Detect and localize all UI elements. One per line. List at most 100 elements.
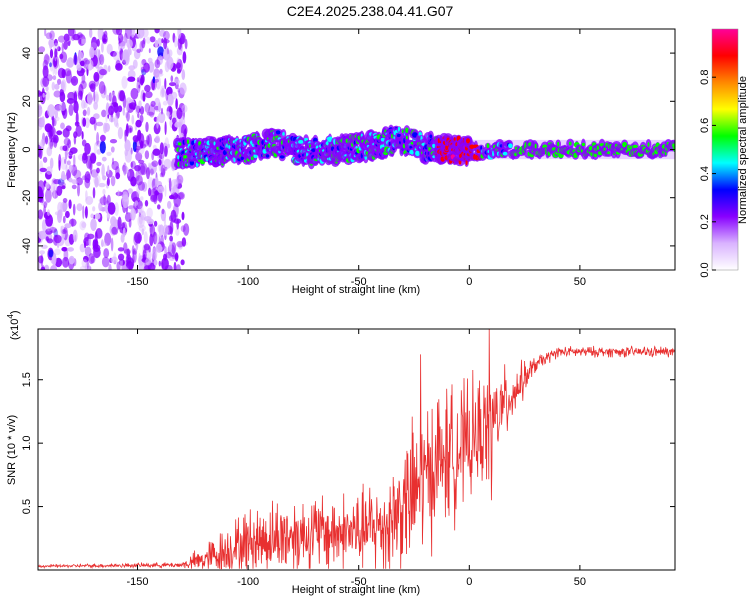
noise-blob bbox=[115, 172, 121, 180]
noise-blob bbox=[152, 76, 156, 84]
noise-blob bbox=[48, 138, 52, 151]
noise-blob bbox=[92, 187, 96, 199]
noise-blob bbox=[178, 241, 183, 250]
spectrogram-xtick-label: 50 bbox=[574, 276, 586, 288]
noise-blob bbox=[174, 252, 179, 262]
noise-blob bbox=[107, 202, 116, 215]
noise-blob bbox=[38, 46, 46, 53]
noise-blob bbox=[157, 185, 165, 194]
noise-blob bbox=[106, 177, 110, 187]
noise-blob bbox=[43, 54, 50, 65]
noise-blob bbox=[138, 252, 141, 263]
ridge-point bbox=[465, 159, 468, 166]
noise-blob bbox=[176, 264, 181, 270]
noise-blob bbox=[90, 83, 96, 93]
noise-blob bbox=[91, 36, 98, 51]
noise-blob bbox=[142, 92, 146, 102]
noise-blob bbox=[95, 121, 104, 127]
noise-blob bbox=[135, 145, 141, 151]
noise-blob bbox=[98, 81, 106, 94]
noise-blob bbox=[157, 204, 161, 210]
noise-blob bbox=[157, 46, 165, 58]
noise-blob bbox=[136, 79, 141, 94]
noise-blob bbox=[107, 65, 111, 73]
noise-blob bbox=[136, 77, 140, 83]
noise-blob bbox=[39, 91, 46, 105]
ridge-point bbox=[581, 142, 586, 147]
noise-blob bbox=[134, 200, 139, 206]
noise-blob bbox=[53, 185, 56, 199]
noise-blob bbox=[138, 100, 142, 109]
noise-blob bbox=[101, 42, 104, 53]
noise-blob bbox=[174, 36, 178, 48]
noise-blob bbox=[68, 150, 74, 156]
noise-blob bbox=[52, 67, 55, 75]
noise-blob bbox=[159, 172, 163, 178]
noise-blob bbox=[64, 68, 72, 77]
noise-blob bbox=[180, 225, 186, 233]
noise-blob bbox=[112, 95, 117, 107]
noise-blob bbox=[124, 29, 132, 39]
noise-blob bbox=[169, 82, 176, 87]
spectrogram-image bbox=[38, 29, 675, 270]
noise-blob bbox=[44, 52, 49, 64]
noise-blob bbox=[130, 208, 136, 221]
snr-multiplier: (x104) bbox=[6, 310, 21, 340]
noise-blob bbox=[117, 127, 123, 140]
noise-blob bbox=[38, 230, 47, 240]
noise-blob bbox=[41, 265, 45, 270]
noise-blob bbox=[61, 68, 66, 79]
noise-blob bbox=[182, 51, 187, 64]
noise-blob bbox=[53, 234, 62, 244]
noise-blob bbox=[46, 225, 53, 232]
noise-blob bbox=[175, 62, 181, 69]
noise-blob bbox=[117, 216, 122, 230]
noise-blob bbox=[110, 237, 114, 252]
noise-blob bbox=[103, 122, 108, 134]
noise-blob bbox=[177, 29, 182, 39]
noise-blob bbox=[149, 168, 154, 176]
noise-blob bbox=[151, 160, 159, 167]
noise-blob bbox=[162, 224, 169, 236]
noise-blob bbox=[98, 198, 106, 204]
spectrogram-xtick-label: 0 bbox=[466, 276, 472, 288]
noise-blob bbox=[151, 247, 158, 261]
noise-blob bbox=[54, 248, 61, 256]
noise-blob bbox=[150, 100, 156, 107]
noise-blob bbox=[113, 115, 119, 127]
noise-blob bbox=[176, 192, 184, 200]
noise-blob bbox=[154, 177, 158, 187]
noise-blob bbox=[139, 140, 144, 149]
noise-blob bbox=[128, 102, 137, 110]
noise-blob bbox=[40, 138, 45, 151]
noise-blob bbox=[84, 206, 88, 219]
noise-blob bbox=[101, 34, 108, 45]
ridge-point bbox=[405, 135, 408, 140]
noise-blob bbox=[159, 142, 164, 155]
noise-blob bbox=[163, 216, 166, 226]
noise-blob bbox=[179, 82, 187, 95]
snr-ytick-label: 1.5 bbox=[21, 372, 33, 387]
noise-blob bbox=[47, 209, 50, 217]
noise-blob bbox=[117, 247, 125, 252]
noise-blob bbox=[64, 158, 67, 164]
noise-blob bbox=[79, 243, 86, 253]
noise-blob bbox=[41, 244, 48, 249]
noise-blob bbox=[163, 158, 172, 169]
noise-blob bbox=[150, 78, 157, 91]
noise-blob bbox=[86, 173, 91, 181]
ridge-point bbox=[282, 132, 285, 136]
noise-blob bbox=[73, 100, 79, 114]
noise-blob bbox=[84, 173, 87, 183]
noise-blob bbox=[135, 119, 142, 128]
noise-blob bbox=[85, 190, 88, 201]
noise-blob bbox=[93, 142, 98, 155]
noise-blob bbox=[117, 33, 124, 43]
noise-blob bbox=[64, 223, 72, 229]
noise-blob bbox=[54, 109, 58, 119]
noise-blob bbox=[72, 203, 76, 216]
noise-blob bbox=[163, 253, 167, 261]
noise-blob bbox=[65, 202, 68, 209]
noise-blob bbox=[122, 59, 127, 65]
noise-blob bbox=[131, 245, 135, 256]
